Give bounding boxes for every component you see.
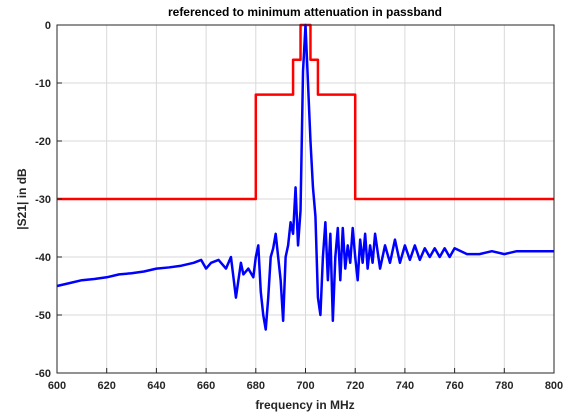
y-tick-label: 0 bbox=[45, 20, 51, 32]
x-tick-label: 640 bbox=[147, 380, 165, 392]
x-tick-label: 620 bbox=[98, 380, 116, 392]
y-tick-label: -40 bbox=[35, 252, 51, 264]
x-tick-label: 700 bbox=[296, 380, 314, 392]
y-tick-label: -60 bbox=[35, 368, 51, 380]
y-tick-label: -50 bbox=[35, 310, 51, 322]
y-tick-label: -20 bbox=[35, 136, 51, 148]
y-tick-label: -30 bbox=[35, 194, 51, 206]
x-tick-label: 680 bbox=[247, 380, 265, 392]
y-tick-label: -10 bbox=[35, 78, 51, 90]
x-axis-label: frequency in MHz bbox=[255, 398, 354, 412]
x-tick-label: 760 bbox=[445, 380, 463, 392]
y-axis-label: |S21| in dB bbox=[15, 168, 29, 230]
x-tick-label: 780 bbox=[495, 380, 513, 392]
x-tick-label: 600 bbox=[48, 380, 66, 392]
x-ticks: 600 620 640 660 680 700 720 740 760 780 800 bbox=[48, 368, 563, 392]
y-ticks: 0 -10 -20 -30 -40 -50 -60 bbox=[35, 20, 62, 380]
measured-series-line bbox=[56, 23, 554, 331]
x-tick-label: 660 bbox=[197, 380, 215, 392]
x-tick-label: 740 bbox=[396, 380, 414, 392]
x-tick-label: 720 bbox=[346, 380, 364, 392]
x-tick-label: 800 bbox=[545, 380, 563, 392]
chart-title: referenced to minimum attenuation in pas… bbox=[168, 5, 442, 19]
